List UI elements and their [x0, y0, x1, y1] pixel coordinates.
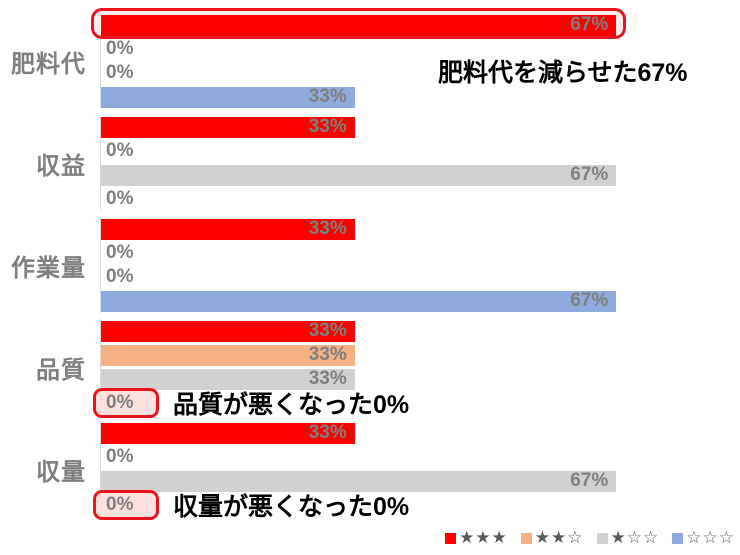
category-label: 収量 [36, 458, 86, 486]
bar-row: 67% [101, 469, 740, 493]
legend-swatch [672, 533, 684, 544]
bar-value-label: 67% [570, 470, 609, 491]
annotation: 肥料代を減らせた67% [438, 59, 688, 87]
highlight-zero-box: 0% [93, 388, 159, 418]
highlight-zero-box: 0% [93, 490, 159, 520]
bar-value-label: 0% [106, 494, 134, 515]
category-label: 肥料代 [11, 50, 86, 78]
bar: 33% [101, 86, 355, 108]
category-group: 収量 33% 0% 67% 0% 収量が悪くなった0% [0, 421, 740, 521]
legend-item: ★☆☆ [596, 528, 660, 548]
annotation: 品質が悪くなった0% [173, 391, 410, 419]
bar: 67% [101, 164, 617, 186]
bar-row: 0% 収量が悪くなった0% [93, 490, 740, 521]
category-label: 作業量 [11, 254, 86, 282]
category-rows: 33% 0% 67% 0% 収量が悪くなった0% [93, 421, 740, 521]
bar-row: 0% [101, 241, 740, 265]
bar: 33% [101, 422, 355, 444]
bar: 33% [101, 344, 355, 366]
bar-row: 33% [101, 115, 740, 139]
category-rows: 33% 33% 33% 0% 品質が悪くなった0% [93, 319, 740, 419]
legend-stars-label: ☆☆☆ [686, 528, 735, 548]
category-rows: 67% 0% 0% 33% 肥料代を減らせた67% [91, 8, 740, 109]
bar: 67% [101, 14, 617, 36]
bar-value-label: 0% [106, 242, 134, 263]
plot-area: 肥料代 67% 0% 0% 33% 肥料代を減らせた67% 収益 33% 0% 67% 0% 作業量 3… [0, 8, 740, 523]
bar-value-label: 67% [570, 164, 609, 185]
bar-row: 0% 品質が悪くなった0% [93, 388, 740, 419]
bar-value-label: 33% [308, 86, 347, 107]
bar-row: 33% [101, 319, 740, 343]
category-label: 品質 [36, 356, 86, 384]
category-group: 肥料代 67% 0% 0% 33% 肥料代を減らせた67% [0, 8, 740, 109]
bar-value-label: 33% [308, 116, 347, 137]
bar-row: 67% [101, 289, 740, 313]
bar-value-label: 0% [106, 188, 134, 209]
bar-row: 33% [101, 343, 740, 367]
category-rows: 33% 0% 0% 67% [100, 217, 740, 313]
bar: 33% [101, 368, 355, 390]
bar-row: 0% [101, 265, 740, 289]
annotation: 収量が悪くなった0% [173, 493, 410, 521]
bar-row: 0% [101, 445, 740, 469]
legend-stars-label: ★☆☆ [610, 528, 660, 548]
legend-item: ★★★ [445, 530, 508, 547]
bar-value-label: 0% [106, 446, 134, 467]
legend-swatch [596, 533, 608, 544]
bar-row: 0% [101, 187, 740, 211]
bar-row: 33% [101, 367, 740, 391]
bar-value-label: 33% [308, 344, 347, 365]
bar-row: 33% [101, 421, 740, 445]
bar-value-label: 67% [570, 290, 609, 311]
legend-swatch [445, 533, 457, 544]
bar-value-label: 33% [308, 422, 347, 443]
bar: 33% [101, 116, 355, 138]
bar-row: 0% [101, 37, 740, 61]
bar-row: 0% [101, 139, 740, 163]
bar-value-label: 0% [106, 140, 134, 161]
bar-value-label: 67% [570, 14, 609, 35]
category-rows: 33% 0% 67% 0% [100, 115, 740, 211]
legend-item: ★★☆ [520, 528, 584, 548]
legend: ★★★ ★★☆ ★☆☆ ☆☆☆ [445, 530, 735, 547]
bar-value-label: 0% [106, 38, 134, 59]
bar-row: 0% [101, 61, 740, 85]
bar: 67% [101, 470, 617, 492]
bar-value-label: 33% [308, 320, 347, 341]
bar-value-label: 0% [106, 392, 134, 413]
bar: 67% [101, 290, 617, 312]
bar-value-label: 33% [308, 218, 347, 239]
bar-value-label: 33% [308, 368, 347, 389]
bar-row: 67% [101, 163, 740, 187]
bar-value-label: 0% [106, 62, 134, 83]
bar: 33% [101, 320, 355, 342]
category-group: 収益 33% 0% 67% 0% [0, 115, 740, 211]
legend-item: ☆☆☆ [672, 530, 735, 547]
category-label: 収益 [36, 152, 86, 180]
legend-stars-label: ★★☆ [534, 528, 584, 548]
bar-row: 33% [101, 217, 740, 241]
legend-swatch [520, 533, 532, 544]
bar: 33% [101, 218, 355, 240]
category-group: 作業量 33% 0% 0% 67% [0, 217, 740, 313]
category-group: 品質 33% 33% 33% 0% 品質が悪くなった0% [0, 319, 740, 419]
bar-row: 33% [101, 85, 740, 109]
bar-value-label: 0% [106, 266, 134, 287]
bar-row: 67% [91, 8, 740, 39]
legend-stars-label: ★★★ [459, 528, 508, 548]
